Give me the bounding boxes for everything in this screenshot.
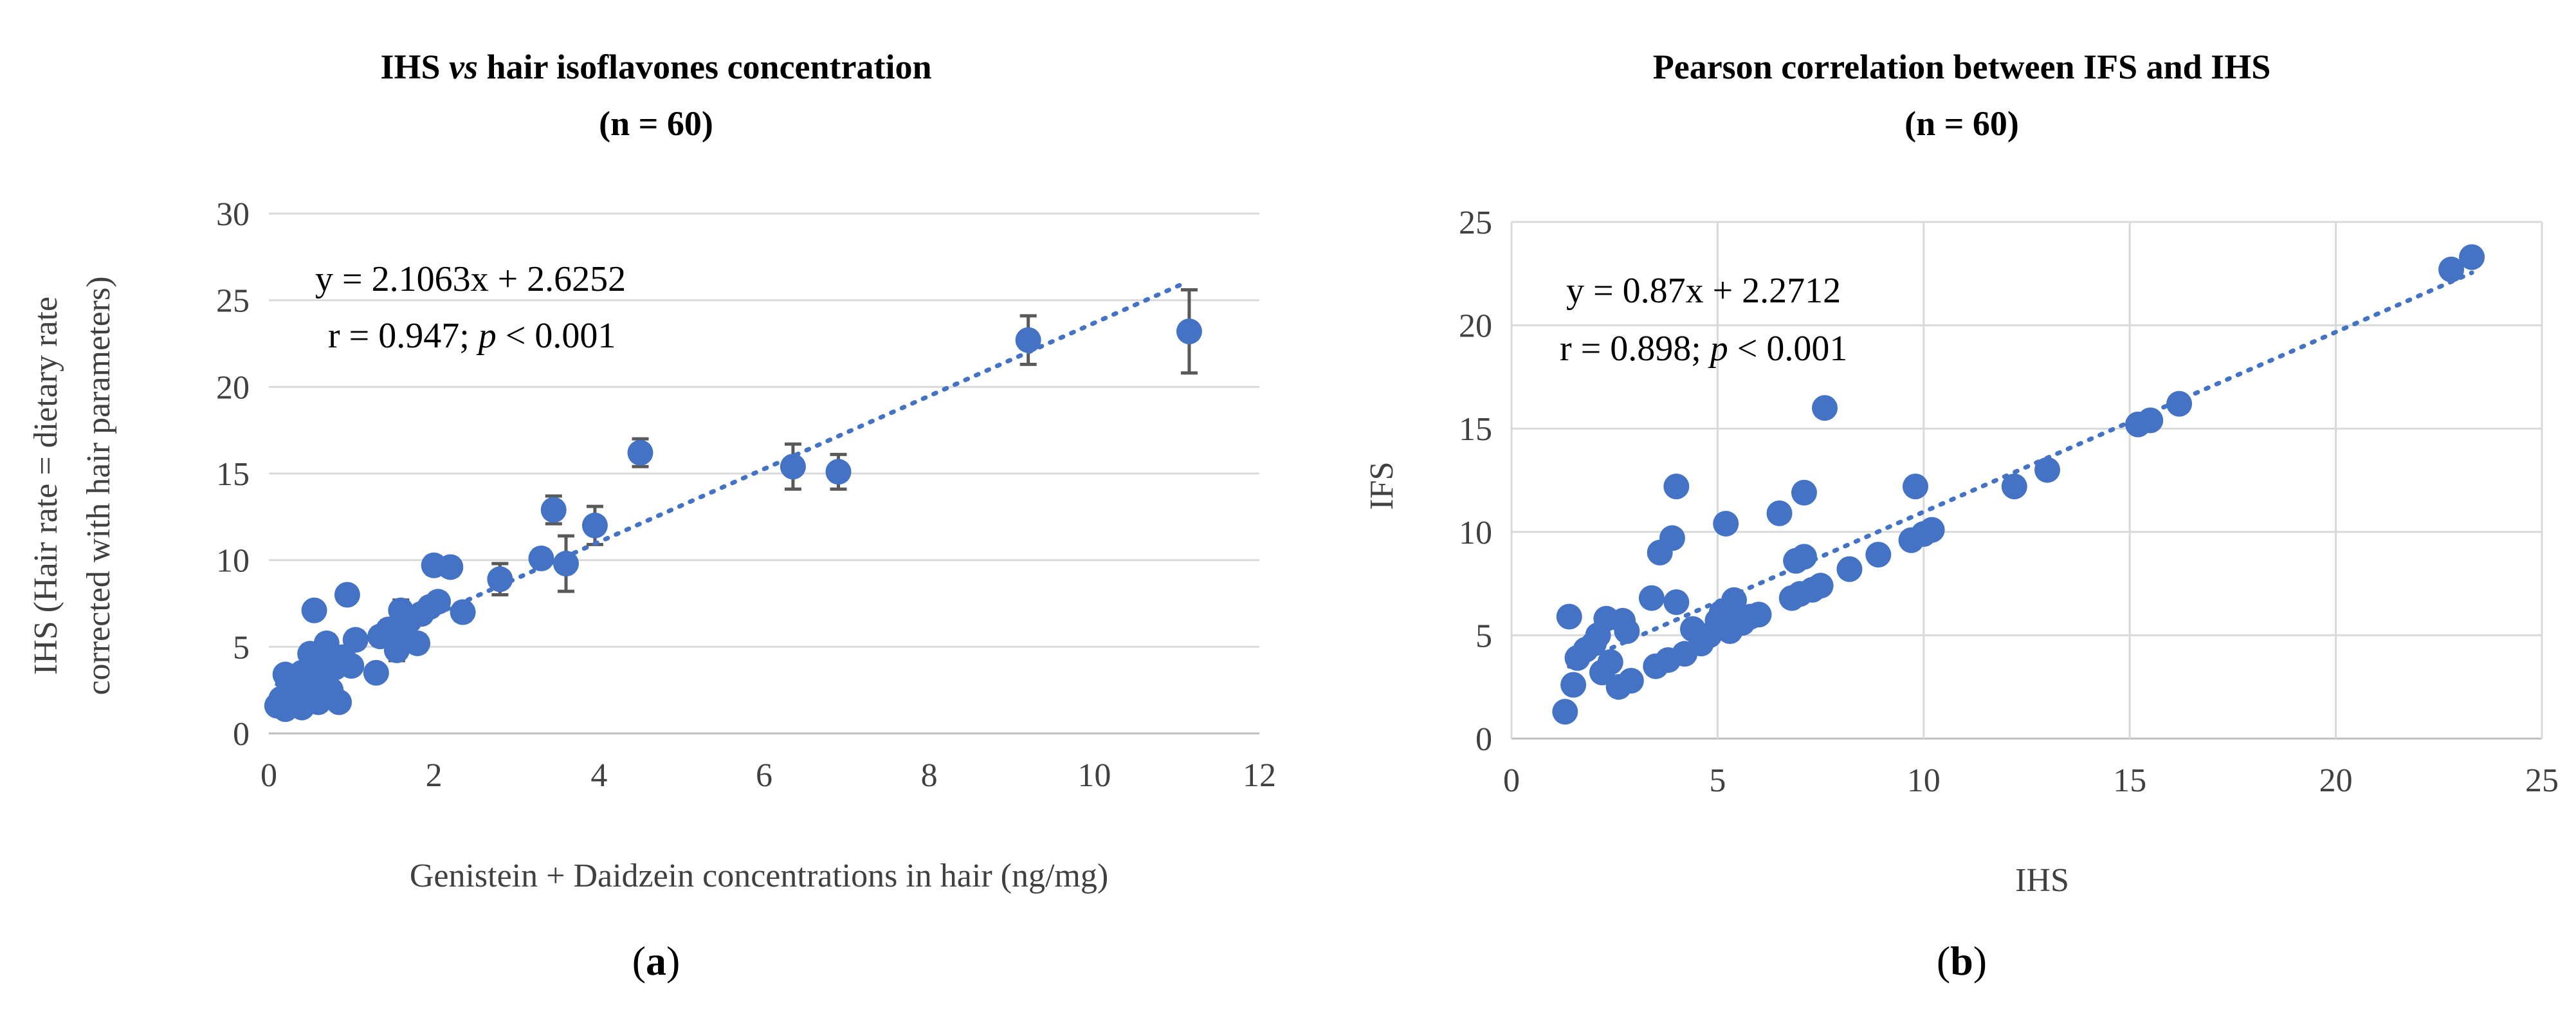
y-tick-label: 15 — [1459, 411, 1492, 448]
y-tick-label: 15 — [216, 456, 250, 493]
data-point — [1919, 517, 1945, 543]
chart-b: Pearson correlation between IFS and IHS … — [1364, 48, 2559, 984]
data-point — [334, 582, 360, 608]
data-point — [1807, 573, 1834, 599]
data-point — [780, 454, 806, 480]
chart-b-trendline — [1567, 270, 2474, 669]
x-tick-label: 20 — [2319, 762, 2353, 799]
data-point — [1618, 668, 1644, 694]
data-point — [540, 497, 567, 523]
data-point — [2459, 244, 2485, 270]
y-tick-label: 25 — [216, 283, 250, 320]
data-point — [1713, 510, 1739, 537]
x-tick-label: 0 — [260, 757, 277, 794]
chart-b-x-ticks: 0 5 10 15 20 25 — [1503, 762, 2559, 799]
y-tick-label: 30 — [216, 196, 250, 233]
x-tick-label: 10 — [1077, 757, 1111, 794]
x-tick-label: 12 — [1243, 757, 1276, 794]
data-point — [1659, 525, 1685, 551]
data-point — [2166, 391, 2193, 417]
chart-b-equation: y = 0.87x + 2.2712 — [1566, 271, 1841, 311]
data-point — [1663, 474, 1690, 500]
data-point — [1766, 500, 1793, 526]
data-point — [1836, 556, 1863, 582]
data-point — [1791, 544, 1817, 570]
chart-a-stats: r = 0.947; p < 0.001 — [328, 316, 616, 356]
data-point — [363, 659, 389, 686]
data-point — [425, 589, 452, 615]
chart-a-xlabel: Genistein + Daidzein concentrations in h… — [410, 858, 1108, 894]
chart-b-title: Pearson correlation between IFS and IHS — [1653, 48, 2270, 86]
panel-label-a: (a) — [632, 938, 681, 984]
x-tick-label: 2 — [426, 757, 443, 794]
y-tick-label: 10 — [216, 543, 250, 580]
data-point — [338, 652, 365, 679]
data-point — [342, 627, 369, 653]
chart-b-y-ticks: 0 5 10 15 20 25 — [1459, 205, 1492, 758]
y-tick-label: 10 — [1459, 515, 1492, 551]
data-point — [825, 459, 852, 485]
chart-a-x-ticks: 0 2 4 6 8 10 12 — [260, 757, 1276, 794]
y-tick-label: 0 — [1475, 721, 1492, 758]
x-tick-label: 15 — [2113, 762, 2146, 799]
data-point — [1638, 585, 1665, 611]
chart-a-ylabel-line1: IHS (Hair rate = dietary rate — [28, 297, 64, 675]
data-point — [1597, 649, 1623, 676]
x-tick-label: 25 — [2525, 762, 2559, 799]
chart-b-ylabel: IFS — [1364, 461, 1400, 510]
data-point — [2438, 256, 2465, 282]
data-point — [487, 566, 513, 593]
data-point — [553, 551, 579, 577]
y-tick-label: 20 — [216, 369, 250, 406]
data-point — [2137, 407, 2164, 434]
chart-a-points — [264, 318, 1202, 722]
data-point — [1865, 542, 1892, 568]
data-point — [405, 630, 430, 656]
y-tick-label: 20 — [1459, 308, 1492, 345]
data-point — [1663, 589, 1690, 616]
chart-a-ylabel-line2: corrected with hair parameters) — [80, 276, 117, 695]
data-point — [1791, 479, 1817, 506]
data-point — [450, 599, 476, 625]
data-point — [627, 439, 653, 466]
y-tick-label: 5 — [233, 629, 250, 666]
data-point — [1556, 603, 1582, 630]
chart-a-trendline — [275, 281, 1187, 687]
chart-a-title: IHS vs hair isoflavones concentration — [380, 48, 931, 86]
chart-b-subtitle: (n = 60) — [1905, 104, 2019, 143]
data-point — [2034, 457, 2061, 483]
chart-a-subtitle: (n = 60) — [599, 104, 713, 143]
data-point — [2001, 474, 2027, 500]
y-tick-label: 25 — [1459, 205, 1492, 241]
chart-b-xlabel: IHS — [2015, 862, 2069, 899]
data-point — [1552, 699, 1578, 725]
data-point — [1015, 327, 1041, 353]
data-point — [1560, 672, 1587, 698]
data-point — [581, 512, 608, 538]
x-tick-label: 4 — [590, 757, 607, 794]
data-point — [437, 554, 464, 580]
chart-a-y-ticks: 0 5 10 15 20 25 30 — [216, 196, 250, 753]
data-point — [301, 597, 327, 623]
data-point — [1812, 395, 1838, 421]
x-tick-label: 0 — [1503, 762, 1520, 799]
x-tick-label: 6 — [756, 757, 772, 794]
x-tick-label: 8 — [921, 757, 938, 794]
data-point — [1614, 618, 1640, 644]
chart-a: IHS vs hair isoflavones concentration (n… — [28, 48, 1276, 984]
y-tick-label: 0 — [233, 716, 250, 753]
chart-b-stats: r = 0.898; p < 0.001 — [1560, 329, 1847, 369]
x-tick-label: 10 — [1907, 762, 1941, 799]
chart-b-points — [1552, 244, 2485, 725]
data-point — [1176, 318, 1202, 345]
data-point — [326, 689, 352, 715]
chart-a-equation: y = 2.1063x + 2.6252 — [315, 259, 626, 299]
data-point — [1902, 474, 1928, 500]
y-tick-label: 5 — [1475, 618, 1492, 654]
panel-label-b: (b) — [1937, 938, 1987, 984]
data-point — [1746, 602, 1772, 628]
data-point — [528, 545, 554, 571]
x-tick-label: 5 — [1709, 762, 1726, 799]
